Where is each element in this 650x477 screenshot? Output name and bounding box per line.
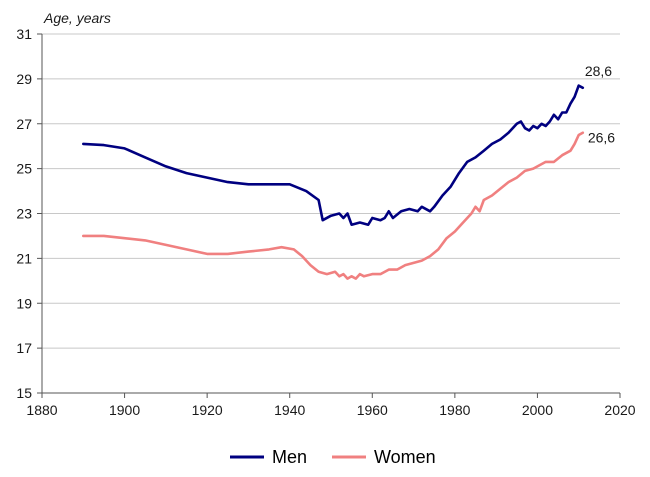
legend: Men Women: [230, 447, 436, 467]
end-labels: 28,6 26,6: [585, 63, 615, 146]
legend-label-women: Women: [374, 447, 436, 467]
y-tick-label: 27: [16, 116, 32, 132]
series-line-men: [82, 84, 585, 226]
y-tick-label: 23: [16, 206, 32, 222]
y-tick-label: 17: [16, 340, 32, 356]
axes: 15 17 19 21 23 25 27 29 31 1880 1900 1920 1940 1960 19…: [16, 26, 635, 418]
y-tick-label: 31: [16, 26, 32, 42]
y-tick-label: 29: [16, 71, 32, 87]
x-tick-label: 2000: [522, 402, 553, 418]
x-tick-label: 1980: [439, 402, 470, 418]
series-line-women: [82, 131, 585, 280]
end-value-label-women: 26,6: [588, 130, 615, 146]
y-tick-label: 21: [16, 250, 32, 266]
y-tick-label: 19: [16, 295, 32, 311]
grid: [42, 33, 620, 349]
y-tick-label: 15: [16, 385, 32, 401]
x-tick-label: 1880: [26, 402, 57, 418]
x-tick-label: 2020: [604, 402, 635, 418]
y-axis-label: Age, years: [43, 10, 111, 26]
series-lines: [82, 84, 585, 280]
x-tick-label: 1920: [192, 402, 223, 418]
x-tick-label: 1940: [274, 402, 305, 418]
end-value-label-men: 28,6: [585, 63, 612, 79]
legend-label-men: Men: [272, 447, 307, 467]
y-tick-label: 25: [16, 161, 32, 177]
x-tick-label: 1900: [109, 402, 140, 418]
x-tick-label: 1960: [357, 402, 388, 418]
